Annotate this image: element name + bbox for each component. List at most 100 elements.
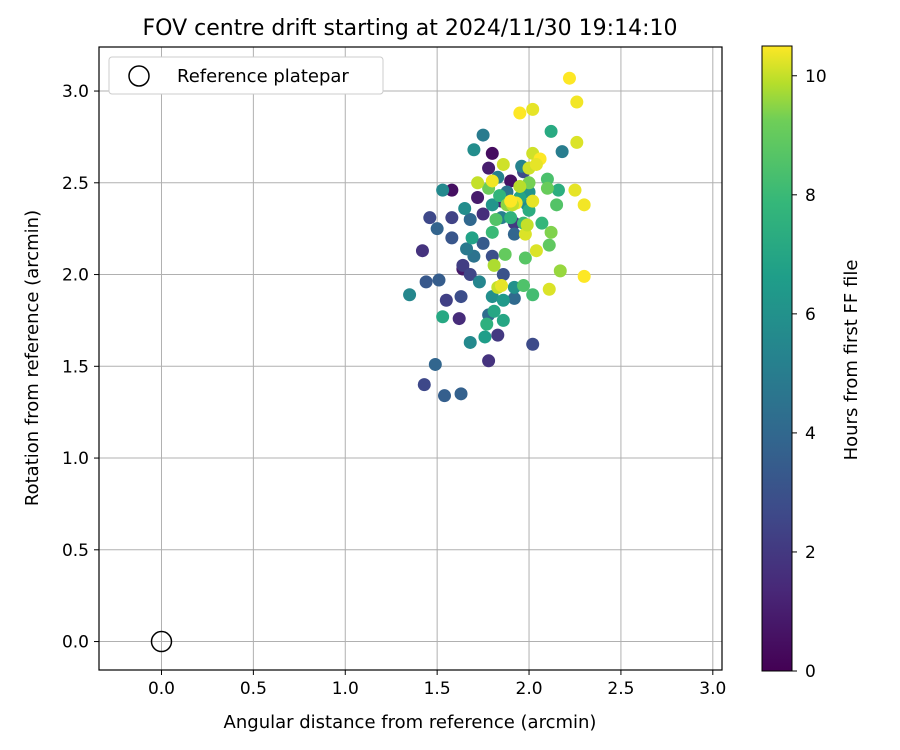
data-point <box>476 236 490 250</box>
data-point <box>430 222 444 236</box>
data-point <box>496 268 510 282</box>
data-point <box>529 157 543 171</box>
reference-point <box>150 630 173 653</box>
y-axis-label: Rotation from reference (arcmin) <box>22 210 43 506</box>
y-tick-label: 2.0 <box>62 266 89 286</box>
y-tick-label: 2.5 <box>62 174 89 194</box>
data-point <box>403 288 417 302</box>
data-point <box>489 212 503 226</box>
colorbar-tick-label: 10 <box>805 67 827 87</box>
x-tick-label: 0.0 <box>148 679 175 699</box>
data-point <box>482 354 496 368</box>
data-point <box>467 143 481 157</box>
data-point <box>432 273 446 287</box>
data-point <box>472 275 486 289</box>
data-point <box>485 225 499 239</box>
data-point <box>476 207 490 221</box>
data-point <box>544 225 558 239</box>
data-point <box>445 183 459 197</box>
y-tick-label: 0.5 <box>62 541 89 561</box>
data-point <box>436 310 450 324</box>
data-point <box>465 231 479 245</box>
colorbar-tick-label: 2 <box>805 543 816 563</box>
x-tick-label: 2.5 <box>607 679 634 699</box>
data-point <box>439 293 453 307</box>
data-point <box>491 328 505 342</box>
data-point <box>526 337 540 351</box>
data-point <box>454 387 468 401</box>
data-point <box>496 293 510 307</box>
plot-frame <box>98 46 723 671</box>
data-point <box>520 218 534 232</box>
data-point <box>517 279 531 293</box>
data-point <box>562 71 576 85</box>
y-tick-label: 1.0 <box>62 449 89 469</box>
data-point <box>485 146 499 160</box>
data-point <box>437 389 451 403</box>
x-tick-label: 3.0 <box>699 679 726 699</box>
x-tick-label: 2.0 <box>516 679 543 699</box>
data-point <box>498 247 512 261</box>
data-point <box>471 190 485 204</box>
y-axis-ticks: 0.0 0.5 1.0 1.5 2.0 2.5 3.0 <box>62 82 99 653</box>
data-point <box>436 183 450 197</box>
x-tick-label: 1.0 <box>332 679 359 699</box>
data-point <box>577 269 591 283</box>
data-point <box>423 211 437 225</box>
data-point <box>553 264 567 278</box>
data-point <box>456 258 470 272</box>
data-point <box>454 290 468 304</box>
data-point <box>480 317 494 331</box>
data-point <box>544 124 558 138</box>
legend: Reference platepar <box>108 56 384 95</box>
x-tick-label: 0.5 <box>240 679 267 699</box>
data-point <box>445 231 459 245</box>
data-point <box>513 179 527 193</box>
data-point <box>542 282 556 296</box>
data-point <box>507 291 521 305</box>
legend-marker-icon <box>128 65 150 87</box>
data-point <box>518 251 532 265</box>
colorbar-tick-label: 0 <box>805 662 816 682</box>
data-point <box>570 135 584 149</box>
x-axis-ticks: 0.0 0.5 1.0 1.5 2.0 2.5 3.0 <box>148 670 726 699</box>
data-point <box>526 288 540 302</box>
colorbar-label: Hours from first FF file <box>841 260 862 461</box>
data-point <box>485 174 499 188</box>
data-point <box>485 198 499 212</box>
data-point <box>476 128 490 142</box>
data-point <box>463 268 477 282</box>
x-tick-label: 1.5 <box>424 679 451 699</box>
data-point <box>493 189 507 203</box>
data-point <box>526 194 540 208</box>
data-point <box>419 275 433 289</box>
data-point <box>415 244 429 258</box>
data-point <box>529 244 543 258</box>
data-point <box>471 176 485 190</box>
data-point <box>577 198 591 212</box>
colorbar-ticks: 0 2 4 6 8 10 <box>792 67 827 682</box>
data-point <box>478 330 492 344</box>
data-point <box>542 238 556 252</box>
data-point <box>428 357 442 371</box>
y-tick-label: 1.5 <box>62 357 89 377</box>
data-point <box>507 227 521 241</box>
data-point <box>487 258 501 272</box>
y-tick-label: 0.0 <box>62 633 89 653</box>
data-point <box>417 378 431 392</box>
data-point <box>458 201 472 215</box>
colorbar-tick-label: 8 <box>805 186 816 206</box>
data-point <box>487 304 501 318</box>
data-point <box>568 183 582 197</box>
data-point <box>496 313 510 327</box>
legend-box <box>108 56 384 95</box>
y-tick-label: 3.0 <box>62 82 89 102</box>
data-point <box>452 312 466 326</box>
data-point <box>460 242 474 256</box>
reference-marker <box>150 630 173 653</box>
data-point <box>551 183 565 197</box>
colorbar <box>761 45 793 672</box>
data-point <box>535 216 549 230</box>
legend-label: Reference platepar <box>177 66 349 87</box>
